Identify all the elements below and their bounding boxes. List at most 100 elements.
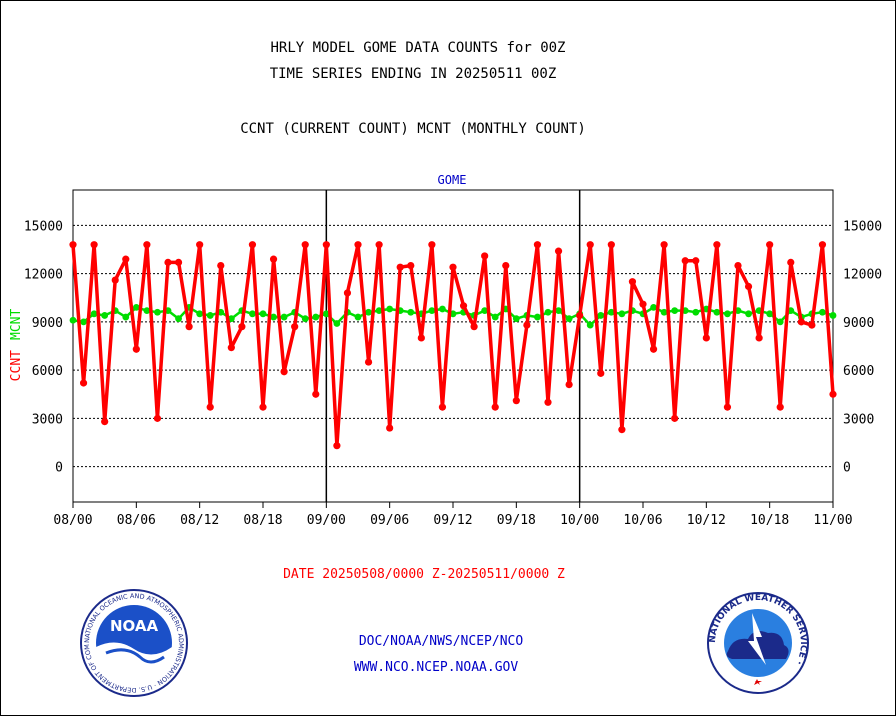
noaa-logo-text: NOAA xyxy=(110,617,159,635)
data-point-ccnt xyxy=(354,241,362,249)
x-tick-label: 10/12 xyxy=(687,513,726,528)
data-point-mcnt xyxy=(565,315,573,323)
data-point-ccnt xyxy=(681,257,689,265)
data-point-ccnt xyxy=(396,263,404,271)
footer-url: WWW.NCO.NCEP.NOAA.GOV xyxy=(354,660,519,675)
data-point-ccnt xyxy=(407,261,415,270)
data-point-ccnt xyxy=(649,345,658,353)
data-point-ccnt xyxy=(122,255,130,263)
data-point-ccnt xyxy=(386,424,394,432)
data-point-mcnt xyxy=(586,321,594,329)
x-tick-label: 08/00 xyxy=(53,513,92,528)
data-point-ccnt xyxy=(259,403,267,411)
data-point-ccnt xyxy=(269,255,278,263)
data-point-mcnt xyxy=(766,310,774,318)
data-point-ccnt xyxy=(544,398,552,406)
y-tick-label-right: 12000 xyxy=(843,268,882,283)
data-point-ccnt xyxy=(333,442,341,450)
plot-title: GOME xyxy=(438,173,467,187)
data-point-mcnt xyxy=(428,307,436,315)
data-point-ccnt xyxy=(818,241,827,249)
x-tick-label: 10/06 xyxy=(623,513,662,528)
data-point-ccnt xyxy=(797,318,805,326)
data-point-mcnt xyxy=(713,308,721,316)
data-point-ccnt xyxy=(322,241,330,249)
data-point-ccnt xyxy=(787,258,795,266)
data-point-ccnt xyxy=(776,403,784,411)
title-line-2: TIME SERIES ENDING IN 20250511 00Z xyxy=(270,66,557,82)
x-tick-label: 08/06 xyxy=(117,513,156,528)
data-point-mcnt xyxy=(692,308,700,316)
data-point-ccnt xyxy=(723,403,732,411)
data-point-mcnt xyxy=(90,310,98,318)
x-tick-label: 10/00 xyxy=(560,513,599,528)
data-point-mcnt xyxy=(819,308,826,316)
data-point-mcnt xyxy=(544,308,552,316)
data-point-mcnt xyxy=(333,320,341,327)
data-point-ccnt xyxy=(90,241,98,249)
y-tick-label-right: 3000 xyxy=(843,412,874,427)
data-point-mcnt xyxy=(512,315,520,323)
data-point-mcnt xyxy=(80,318,87,326)
data-point-mcnt xyxy=(375,307,383,315)
data-point-mcnt xyxy=(439,305,446,313)
data-point-ccnt xyxy=(470,323,478,331)
data-point-mcnt xyxy=(776,318,784,326)
data-point-mcnt xyxy=(365,308,372,316)
data-point-mcnt xyxy=(69,316,77,324)
data-point-ccnt xyxy=(217,261,225,270)
y-tick-label-right: 15000 xyxy=(843,219,882,234)
data-point-mcnt xyxy=(354,313,362,321)
data-point-ccnt xyxy=(417,334,425,342)
data-point-mcnt xyxy=(280,313,288,321)
data-point-ccnt xyxy=(512,397,520,405)
data-point-ccnt xyxy=(111,276,119,284)
data-point-ccnt xyxy=(491,403,499,411)
data-point-ccnt xyxy=(312,390,320,398)
x-tick-label: 09/00 xyxy=(307,513,346,528)
series-line-ccnt xyxy=(71,242,835,448)
data-point-mcnt xyxy=(322,310,330,318)
data-point-mcnt xyxy=(101,312,109,319)
plot-area: 0 0 3000 3000 6000 6000 9000 9000 12000 12000 1500… xyxy=(24,189,882,528)
y-tick-label-right: 9000 xyxy=(843,316,874,331)
x-tick-label: 09/06 xyxy=(370,513,409,528)
x-tick-label: 08/18 xyxy=(243,513,282,528)
y-axis-label-mcnt: MCNT xyxy=(9,309,24,340)
title-line-1: HRLY MODEL GOME DATA COUNTS for 00Z xyxy=(270,40,565,56)
y-tick-label-left: 9000 xyxy=(32,316,63,331)
data-point-ccnt xyxy=(301,241,309,249)
y-tick-label-right: 6000 xyxy=(843,364,874,379)
data-point-mcnt xyxy=(175,315,182,323)
data-point-mcnt xyxy=(270,313,277,321)
data-point-ccnt xyxy=(132,345,140,353)
data-point-ccnt xyxy=(702,334,710,342)
x-tick-label: 11/00 xyxy=(813,513,852,528)
data-point-ccnt xyxy=(238,323,246,331)
data-point-ccnt xyxy=(618,426,626,434)
data-point-ccnt xyxy=(607,241,615,249)
data-point-ccnt xyxy=(375,241,383,249)
data-point-mcnt xyxy=(724,310,731,318)
nws-logo: NATIONAL WEATHER SERVICE · xyxy=(707,592,809,694)
data-point-mcnt xyxy=(196,310,204,318)
data-point-ccnt xyxy=(502,261,510,270)
chart-subtitle: CCNT (CURRENT COUNT) MCNT (MONTHLY COUNT… xyxy=(240,121,586,137)
y-axis-label: CCNT MCNT xyxy=(9,309,24,382)
y-tick-label-right: 0 xyxy=(843,461,851,476)
data-point-ccnt xyxy=(459,302,468,310)
data-point-mcnt xyxy=(259,310,267,318)
noaa-logo: NOAA NATIONAL OCEANIC AND ATMOSPHERIC AD… xyxy=(80,589,188,697)
data-point-ccnt xyxy=(343,289,352,297)
data-point-mcnt xyxy=(671,307,679,315)
data-point-ccnt xyxy=(248,241,257,249)
data-point-mcnt xyxy=(122,313,130,321)
data-point-ccnt xyxy=(153,414,162,422)
data-point-mcnt xyxy=(618,310,626,318)
data-point-mcnt xyxy=(301,315,309,323)
data-point-mcnt xyxy=(534,313,541,321)
y-tick-label-left: 6000 xyxy=(32,364,63,379)
data-point-mcnt xyxy=(607,308,615,316)
data-point-ccnt xyxy=(808,321,816,329)
